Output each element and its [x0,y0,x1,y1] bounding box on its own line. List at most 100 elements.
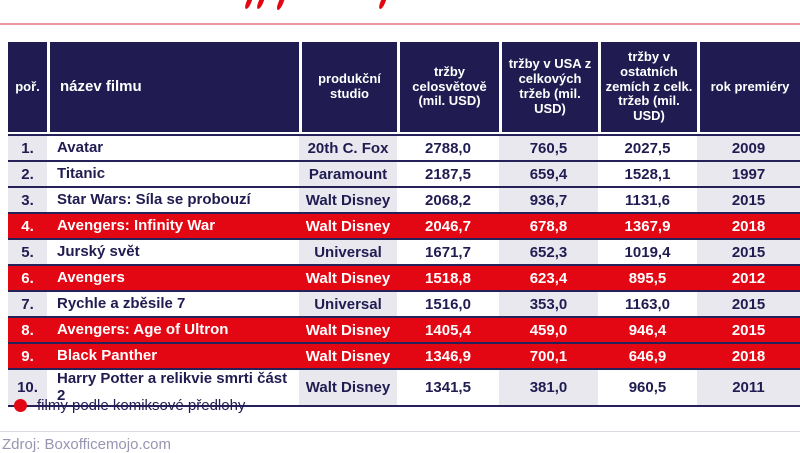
rank-cell: 9. [8,342,47,368]
film-title-cell: Avengers [47,264,299,290]
year-cell: 2012 [697,264,800,290]
header-film-name: název filmu [47,42,299,134]
rank-cell: 8. [8,316,47,342]
title-descender-fragment [377,0,388,10]
year-cell: 2015 [697,186,800,212]
header-studio: produkční studio [299,42,397,134]
title-descender-fragment [275,0,286,11]
year-cell: 2015 [697,316,800,342]
studio-cell: Walt Disney [299,264,397,290]
film-title-cell: Avengers: Age of Ultron [47,316,299,342]
usa-cell: 353,0 [499,290,598,316]
rank-cell: 2. [8,160,47,186]
studio-cell: Paramount [299,160,397,186]
usa-cell: 459,0 [499,316,598,342]
table-row: 1. Avatar 20th C. Fox 2788,0 760,5 2027,… [8,134,800,160]
studio-cell: Walt Disney [299,316,397,342]
header-other-gross: tržby v ostatních zemích z celk. tržeb (… [598,42,697,134]
year-cell: 2009 [697,134,800,160]
film-title-cell: Rychle a zběsile 7 [47,290,299,316]
source-text: Zdroj: Boxofficemojo.com [2,436,171,453]
header-rank: poř. [8,42,47,134]
worldwide-cell: 1518,8 [397,264,499,290]
worldwide-cell: 2068,2 [397,186,499,212]
table-body: 1. Avatar 20th C. Fox 2788,0 760,5 2027,… [8,134,800,407]
film-title-cell: Avatar [47,134,299,160]
worldwide-cell: 1346,9 [397,342,499,368]
worldwide-cell: 2788,0 [397,134,499,160]
other-cell: 1019,4 [598,238,697,264]
rank-cell: 6. [8,264,47,290]
table-row-comic-highlight: 6. Avengers Walt Disney 1518,8 623,4 895… [8,264,800,290]
other-cell: 895,5 [598,264,697,290]
other-cell: 2027,5 [598,134,697,160]
table-row: 10. Harry Potter a relikvie smrti část 2… [8,368,800,407]
rank-cell: 1. [8,134,47,160]
header-worldwide-gross: tržby celosvětově (mil. USD) [397,42,499,134]
other-cell: 1131,6 [598,186,697,212]
table-container: poř. název filmu produkční studio tržby … [8,42,800,407]
other-cell: 946,4 [598,316,697,342]
studio-cell: Walt Disney [299,212,397,238]
usa-cell: 678,8 [499,212,598,238]
film-title-cell: Titanic [47,160,299,186]
legend: filmy podle komiksové předlohy [14,397,245,414]
table-header: poř. název filmu produkční studio tržby … [8,42,800,134]
rank-cell: 3. [8,186,47,212]
worldwide-cell: 2187,5 [397,160,499,186]
rank-cell: 5. [8,238,47,264]
year-cell: 1997 [697,160,800,186]
other-cell: 1163,0 [598,290,697,316]
other-cell: 1528,1 [598,160,697,186]
usa-cell: 760,5 [499,134,598,160]
year-cell: 2018 [697,342,800,368]
table-row: 3. Star Wars: Síla se probouzí Walt Disn… [8,186,800,212]
studio-cell: Universal [299,290,397,316]
rank-cell: 4. [8,212,47,238]
header-row: poř. název filmu produkční studio tržby … [8,42,800,134]
title-underline [0,23,800,25]
worldwide-cell: 1405,4 [397,316,499,342]
worldwide-cell: 2046,7 [397,212,499,238]
header-usa-gross: tržby v USA z celkových tržeb (mil. USD) [499,42,598,134]
usa-cell: 623,4 [499,264,598,290]
year-cell: 2015 [697,290,800,316]
studio-cell: Walt Disney [299,368,397,407]
table-row-comic-highlight: 4. Avengers: Infinity War Walt Disney 20… [8,212,800,238]
table-row-comic-highlight: 8. Avengers: Age of Ultron Walt Disney 1… [8,316,800,342]
studio-cell: Walt Disney [299,186,397,212]
other-cell: 1367,9 [598,212,697,238]
legend-label: filmy podle komiksové předlohy [37,397,246,414]
table-row: 7. Rychle a zběsile 7 Universal 1516,0 3… [8,290,800,316]
film-title-cell: Black Panther [47,342,299,368]
film-title-cell: Harry Potter a relikvie smrti část 2 [47,368,299,407]
table-row: 2. Titanic Paramount 2187,5 659,4 1528,1… [8,160,800,186]
studio-cell: 20th C. Fox [299,134,397,160]
title-descender-fragment [255,0,266,10]
worldwide-cell: 1341,5 [397,368,499,407]
table-row: 5. Jurský svět Universal 1671,7 652,3 10… [8,238,800,264]
other-cell: 960,5 [598,368,697,407]
year-cell: 2015 [697,238,800,264]
usa-cell: 659,4 [499,160,598,186]
film-title-cell: Jurský svět [47,238,299,264]
usa-cell: 936,7 [499,186,598,212]
studio-cell: Walt Disney [299,342,397,368]
studio-cell: Universal [299,238,397,264]
year-cell: 2018 [697,212,800,238]
film-title-cell: Avengers: Infinity War [47,212,299,238]
clipped-title [0,0,800,12]
year-cell: 2011 [697,368,800,407]
usa-cell: 381,0 [499,368,598,407]
worldwide-cell: 1516,0 [397,290,499,316]
title-descender-fragment [243,0,254,10]
usa-cell: 652,3 [499,238,598,264]
other-cell: 646,9 [598,342,697,368]
box-office-table: poř. název filmu produkční studio tržby … [8,42,800,407]
rank-cell: 7. [8,290,47,316]
film-title-cell: Star Wars: Síla se probouzí [47,186,299,212]
usa-cell: 700,1 [499,342,598,368]
table-row-comic-highlight: 9. Black Panther Walt Disney 1346,9 700,… [8,342,800,368]
worldwide-cell: 1671,7 [397,238,499,264]
red-dot-icon [14,399,27,412]
